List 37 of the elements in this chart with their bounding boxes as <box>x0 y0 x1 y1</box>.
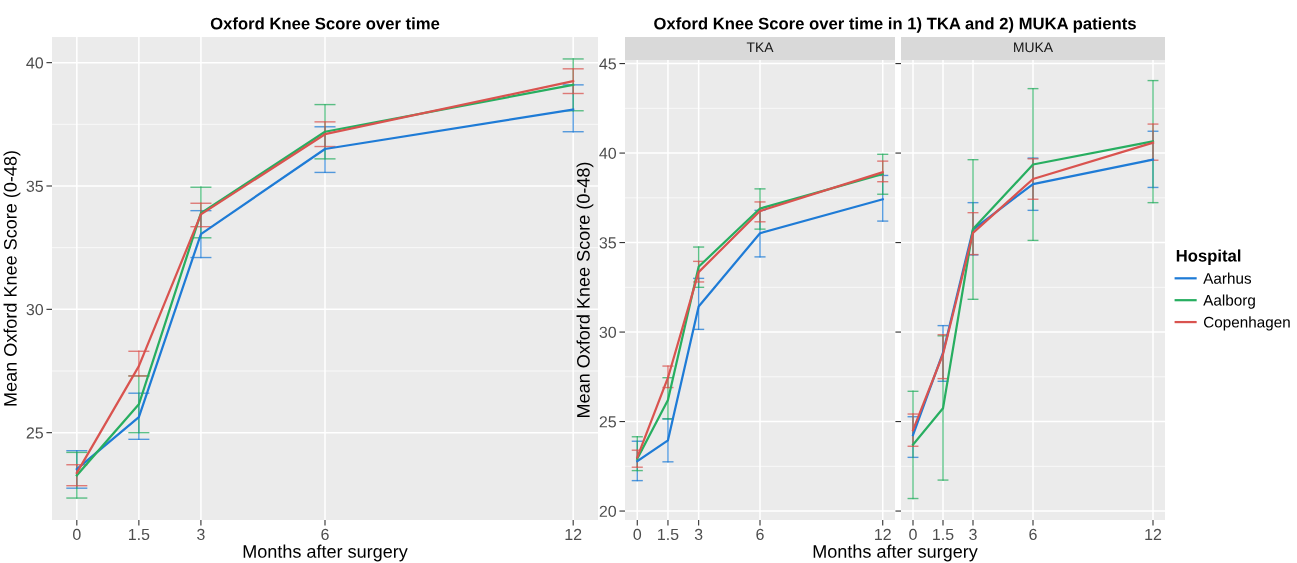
x-tick-label: 0 <box>909 528 917 541</box>
legend-title: Hospital <box>1176 249 1241 265</box>
chart-title: Oxford Knee Score over time in 1) TKA and 2) MUKA patients <box>654 17 1136 33</box>
y-tick-label: 25 <box>599 416 616 428</box>
x-tick-label: 1.5 <box>933 528 954 541</box>
y-tick-label: 20 <box>599 505 617 517</box>
y-tick-label: 35 <box>26 180 43 192</box>
y-tick-label: 35 <box>599 237 616 249</box>
legend-label: Copenhagen <box>1203 316 1290 331</box>
x-tick-label: 6 <box>321 528 329 541</box>
x-tick-label: 3 <box>969 528 977 541</box>
x-tick-label: 12 <box>1145 528 1162 540</box>
y-axis-title: Mean Oxford Knee Score (0-48) <box>3 151 21 406</box>
x-tick-label: 12 <box>875 528 891 540</box>
x-tick-label: 12 <box>565 528 582 540</box>
y-tick-label: 30 <box>26 303 44 316</box>
chart-title: Oxford Knee Score over time <box>210 17 440 30</box>
legend-label: Aarhus <box>1203 272 1252 284</box>
x-axis-title: Months after surgery <box>243 544 408 562</box>
y-tick-label: 40 <box>599 147 617 160</box>
y-tick-label: 30 <box>599 326 617 339</box>
y-tick-label: 25 <box>26 427 43 439</box>
x-axis-title: Months after surgery <box>813 544 978 562</box>
x-tick-label: 6 <box>756 528 764 541</box>
legend-label: Aalborg <box>1203 294 1255 309</box>
x-tick-label: 3 <box>694 528 703 541</box>
y-tick-label: 45 <box>599 58 616 70</box>
chart-subtitle: TKA <box>746 42 774 53</box>
chart-subtitle: MUKA <box>1014 42 1054 53</box>
y-tick-label: 40 <box>26 57 44 69</box>
y-axis-title: Mean Oxford Knee Score (0-48) <box>576 162 594 417</box>
x-tick-label: 6 <box>1029 528 1037 541</box>
x-tick-label: 1.5 <box>128 528 150 541</box>
x-tick-label: 3 <box>197 528 205 541</box>
x-tick-label: 0 <box>633 528 642 541</box>
x-tick-label: 0 <box>73 528 81 541</box>
x-tick-label: 1.5 <box>658 528 679 541</box>
